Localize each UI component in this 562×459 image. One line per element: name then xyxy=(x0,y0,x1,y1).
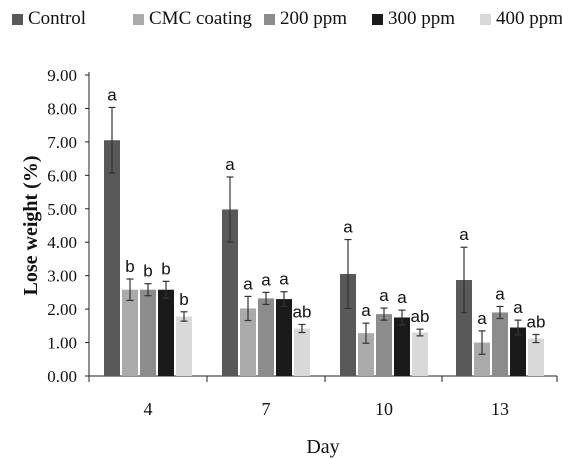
bar xyxy=(240,308,256,376)
bar xyxy=(412,332,428,376)
y-tick-label: 1.00 xyxy=(47,334,77,353)
bar xyxy=(104,140,120,376)
significance-label: ab xyxy=(411,307,430,326)
bar xyxy=(340,273,356,376)
x-axis-title: Day xyxy=(306,436,339,458)
legend-label: CMC coating xyxy=(149,8,252,29)
significance-label: a xyxy=(495,284,505,303)
legend-swatch xyxy=(480,13,491,25)
bar xyxy=(394,317,410,376)
y-tick-label: 6.00 xyxy=(47,166,77,185)
y-tick-label: 3.00 xyxy=(47,267,77,286)
significance-label: b xyxy=(125,257,134,276)
legend-item: 400 ppm xyxy=(480,8,562,30)
bar xyxy=(474,342,490,376)
bar xyxy=(122,289,138,376)
legend-label: 400 ppm xyxy=(496,8,562,29)
legend-label: 300 ppm xyxy=(388,8,456,29)
bar xyxy=(358,333,374,376)
significance-label: a xyxy=(225,155,235,174)
y-tick-label: 0.00 xyxy=(47,367,77,386)
bar xyxy=(276,299,292,376)
y-tick-label: 4.00 xyxy=(47,233,77,252)
significance-label: ab xyxy=(527,313,546,332)
significance-label: ab xyxy=(293,302,312,321)
significance-label: a xyxy=(107,85,117,104)
legend-swatch xyxy=(264,13,275,25)
legend-item: CMC coating xyxy=(133,8,252,30)
bar xyxy=(158,289,174,376)
bar xyxy=(258,298,274,376)
bar xyxy=(510,327,526,376)
significance-label: a xyxy=(379,286,389,305)
chart-legend: Control CMC coating 200 ppm 300 ppm 400 ppm xyxy=(0,8,562,38)
bar xyxy=(528,338,544,376)
significance-label: a xyxy=(361,301,371,320)
significance-label: a xyxy=(343,218,353,237)
x-tick-label: 7 xyxy=(262,399,271,419)
bar xyxy=(376,314,392,376)
legend-swatch xyxy=(133,13,144,25)
y-tick-label: 2.00 xyxy=(47,300,77,319)
y-axis-title: Lose weight (%) xyxy=(20,156,42,296)
y-tick-label: 7.00 xyxy=(47,133,77,152)
significance-label: a xyxy=(243,274,253,293)
x-tick-label: 4 xyxy=(144,399,153,419)
legend-swatch xyxy=(12,13,23,25)
legend-label: 200 ppm xyxy=(280,8,348,29)
legend-item: Control xyxy=(12,8,86,30)
significance-label: a xyxy=(397,288,407,307)
significance-label: a xyxy=(513,298,523,317)
legend-swatch xyxy=(372,13,383,25)
bar xyxy=(294,328,310,376)
bar xyxy=(140,289,156,376)
bar xyxy=(176,316,192,376)
x-tick-label: 13 xyxy=(491,399,509,419)
bar xyxy=(492,312,508,376)
y-tick-label: 8.00 xyxy=(47,99,77,118)
x-tick-label: 10 xyxy=(375,399,393,419)
significance-label: b xyxy=(143,262,152,281)
significance-label: a xyxy=(477,309,487,328)
y-tick-label: 5.00 xyxy=(47,200,77,219)
y-tick-label: 9.00 xyxy=(47,66,77,85)
significance-label: a xyxy=(459,225,469,244)
significance-label: b xyxy=(161,259,170,278)
significance-label: b xyxy=(179,290,188,309)
legend-item: 300 ppm xyxy=(372,8,455,30)
legend-label: Control xyxy=(28,8,87,29)
bar xyxy=(222,209,238,376)
legend-item: 200 ppm xyxy=(264,8,347,30)
significance-label: a xyxy=(261,270,271,289)
bar xyxy=(456,280,472,376)
significance-label: a xyxy=(279,270,289,289)
